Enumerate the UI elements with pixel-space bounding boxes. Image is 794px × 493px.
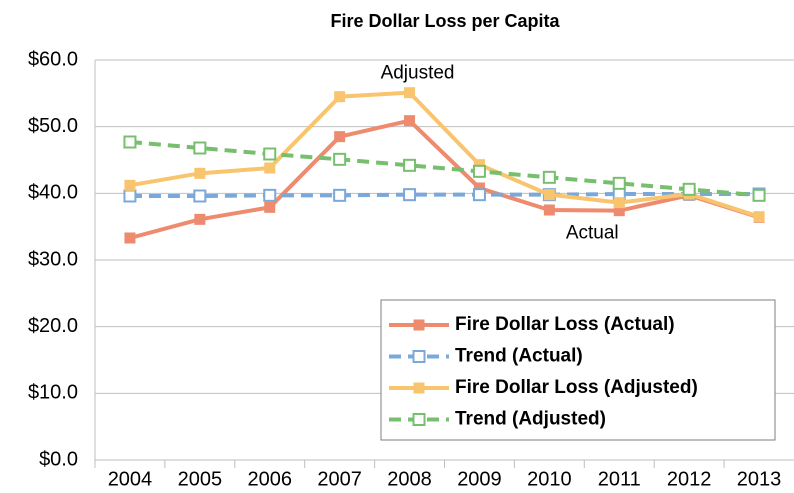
- series-marker: [543, 204, 555, 216]
- series-marker: [612, 176, 626, 190]
- series-marker: [124, 232, 136, 244]
- x-tick-label: 2006: [248, 468, 293, 490]
- series-marker: [263, 147, 277, 161]
- legend-marker: [412, 413, 426, 426]
- series-marker: [124, 179, 136, 191]
- series-marker: [194, 213, 206, 225]
- y-tick-label: $0.0: [39, 448, 78, 470]
- series-line: [129, 90, 760, 219]
- series-marker: [263, 188, 277, 202]
- y-tick-label: $10.0: [28, 382, 78, 404]
- legend-label: Trend (Adjusted): [455, 409, 606, 430]
- series-line: [129, 118, 760, 240]
- legend-label: Trend (Actual): [455, 346, 583, 367]
- legend-label: Fire Dollar Loss (Actual): [455, 314, 675, 335]
- chart-title: Fire Dollar Loss per Capita: [330, 11, 560, 31]
- series-marker: [193, 141, 207, 155]
- series-marker: [542, 170, 556, 184]
- series-marker: [753, 211, 765, 223]
- series-marker: [333, 188, 347, 202]
- x-tick-label: 2013: [737, 468, 782, 490]
- series-marker: [752, 188, 766, 202]
- x-tick-label: 2007: [317, 468, 362, 490]
- series-marker: [264, 201, 276, 213]
- legend-label: Fire Dollar Loss (Adjusted): [455, 377, 698, 398]
- series-line: [129, 192, 760, 198]
- x-tick-label: 2008: [387, 468, 432, 490]
- x-tick-label: 2010: [527, 468, 572, 490]
- series-marker: [264, 162, 276, 174]
- x-tick-label: 2012: [667, 468, 712, 490]
- series-marker: [194, 167, 206, 179]
- series-line: [129, 140, 760, 198]
- series-marker: [403, 188, 417, 202]
- series-marker: [123, 189, 137, 203]
- x-tick-label: 2011: [598, 468, 641, 490]
- series-marker: [404, 87, 416, 99]
- series-marker: [473, 159, 485, 171]
- series-marker: [613, 197, 625, 209]
- x-tick-label: 2005: [178, 468, 223, 490]
- series-marker: [334, 91, 346, 103]
- y-tick-label: $60.0: [28, 48, 78, 70]
- y-tick-label: $40.0: [28, 182, 78, 204]
- series-marker: [543, 189, 555, 201]
- series-marker: [123, 135, 137, 149]
- series-marker: [193, 189, 207, 203]
- series-marker: [682, 182, 696, 196]
- series-marker: [403, 158, 417, 172]
- x-tick-label: 2004: [108, 468, 153, 490]
- series-marker: [333, 152, 347, 166]
- series-marker: [404, 115, 416, 127]
- series-marker: [334, 131, 346, 143]
- y-tick-label: $50.0: [28, 115, 78, 137]
- series-marker: [613, 205, 625, 217]
- y-tick-label: $30.0: [28, 248, 78, 270]
- y-tick-label: $20.0: [28, 315, 78, 337]
- series-marker: [473, 182, 485, 194]
- legend-marker: [413, 382, 425, 394]
- legend-marker: [412, 350, 426, 363]
- legend-marker: [413, 319, 425, 331]
- annotation: Adjusted: [381, 62, 455, 83]
- series-marker: [472, 188, 486, 202]
- series-marker: [472, 164, 486, 178]
- x-tick-label: 2009: [457, 468, 502, 490]
- annotation: Actual: [566, 222, 619, 243]
